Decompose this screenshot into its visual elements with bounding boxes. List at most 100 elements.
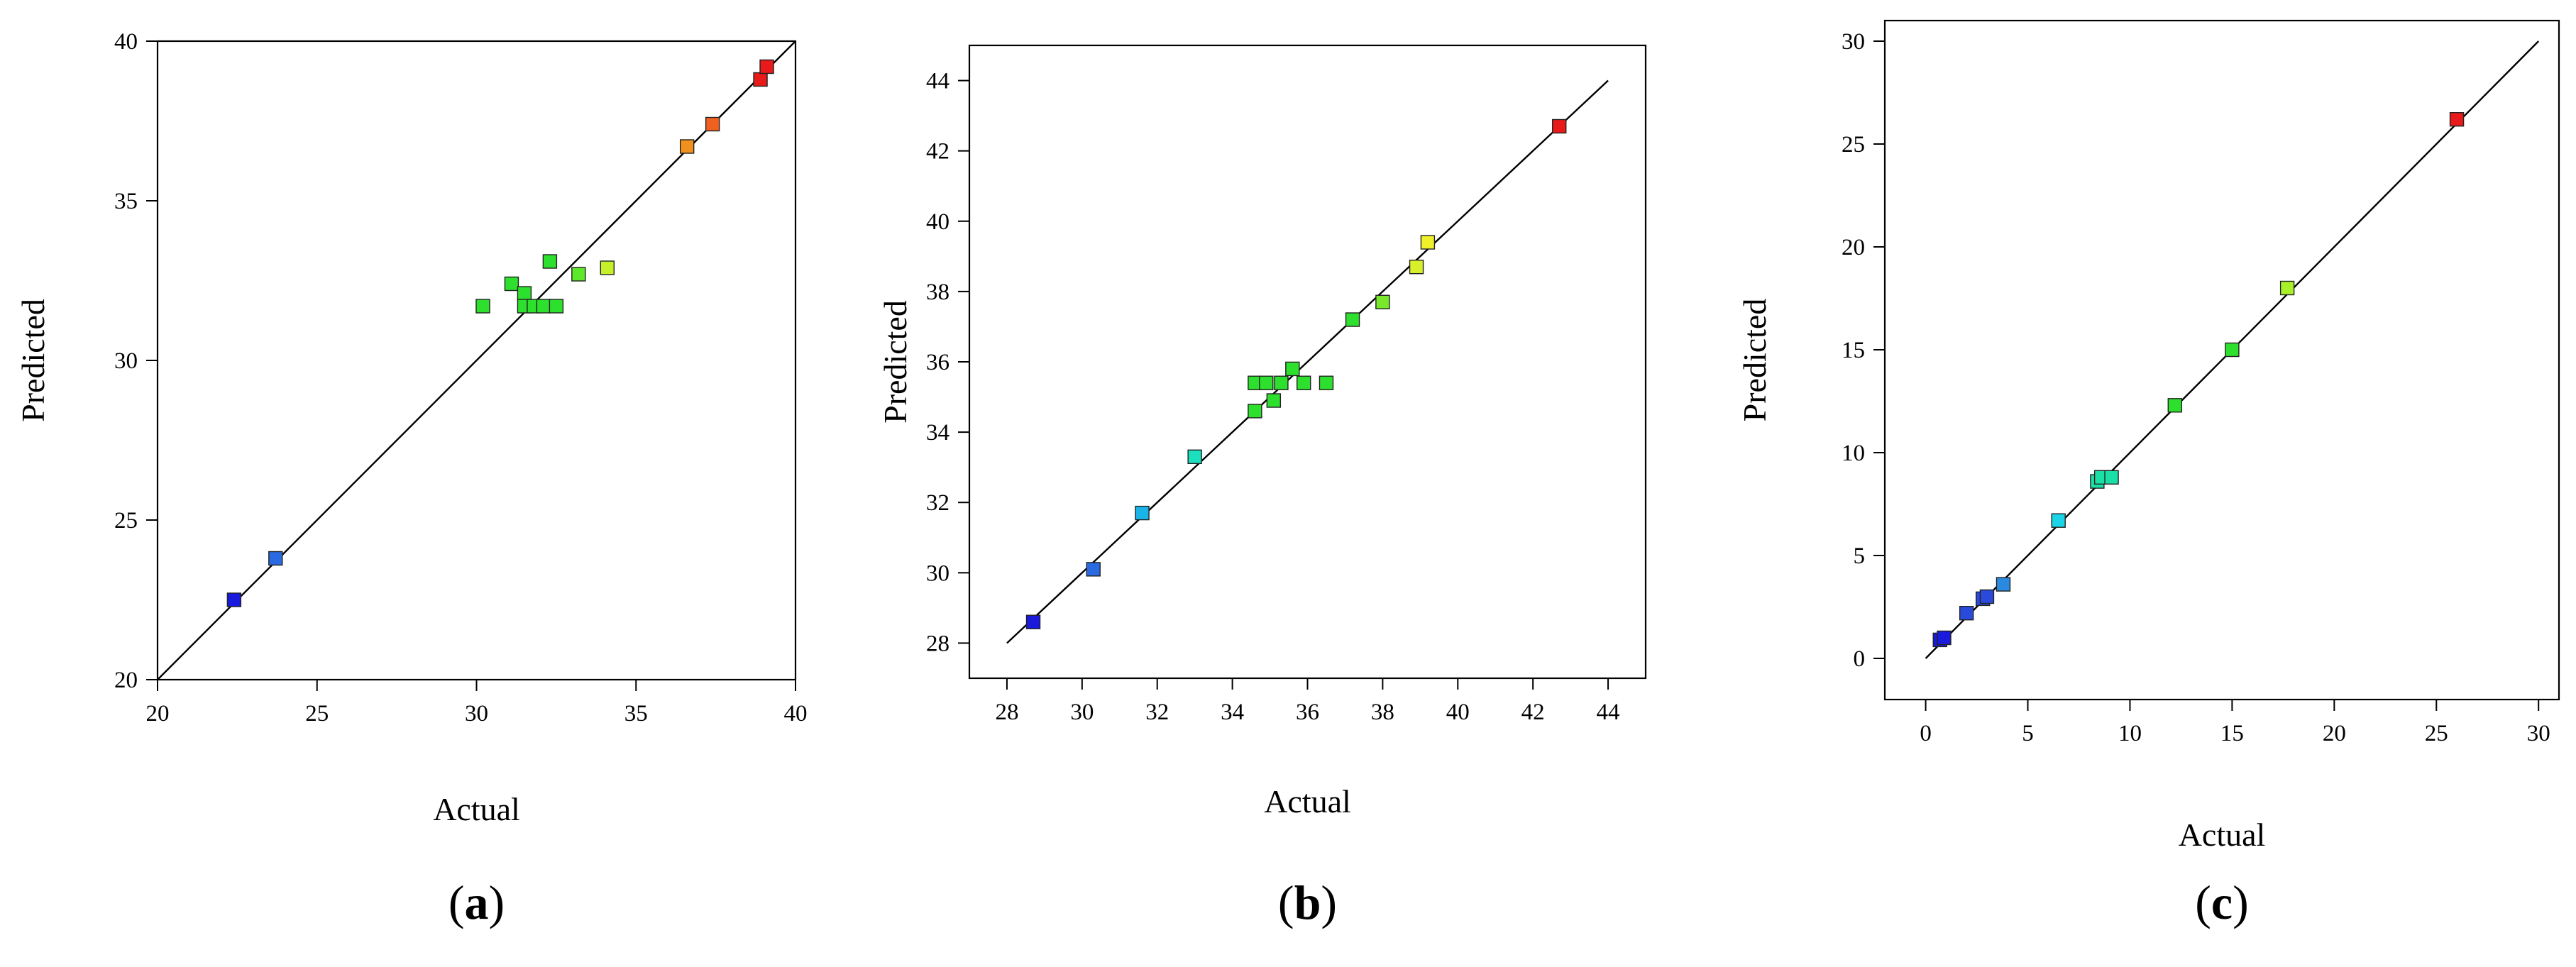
- panel-label-a: (a): [448, 875, 505, 929]
- plot-frame-c: [1883, 19, 2560, 701]
- data-point: [2449, 111, 2465, 127]
- y-tick-label: 30: [114, 348, 138, 374]
- x-tick-label: 42: [1521, 700, 1545, 725]
- x-tick-label: 44: [1597, 700, 1620, 725]
- data-point: [517, 286, 532, 301]
- data-point: [1979, 589, 1995, 604]
- x-tick-label: 28: [995, 700, 1018, 725]
- y-tick-label: 30: [926, 560, 950, 586]
- data-point: [1259, 375, 1274, 390]
- chart-panel-b: 28 30 32 34 36 38 40 42 44 28 30 32 34 36 38 40 42 44 Actu…: [877, 44, 1647, 929]
- x-tick-label: 38: [1371, 700, 1394, 725]
- data-point: [1285, 361, 1300, 377]
- y-tick-label: 38: [926, 280, 950, 305]
- panel-letter: a: [465, 875, 489, 929]
- y-tick-label: 15: [1842, 338, 1865, 363]
- y-tick-label: 25: [1842, 132, 1865, 158]
- data-point: [2104, 470, 2119, 485]
- x-axis-title: Actual: [433, 791, 520, 827]
- y-tick-label: 35: [114, 189, 138, 214]
- data-point: [542, 254, 558, 269]
- x-tick-label: 25: [2425, 721, 2448, 746]
- data-point: [1959, 606, 1974, 621]
- chart-panel-c: 0 5 10 15 20 25 30 0 5 10 15 20 25 30 Actual Predicted (…: [1736, 19, 2560, 929]
- data-point: [600, 260, 615, 275]
- data-point: [1135, 505, 1150, 521]
- data-point: [1187, 449, 1202, 464]
- data-point: [536, 299, 551, 314]
- x-tick-label: 40: [784, 701, 808, 726]
- y-tick-label: 28: [926, 631, 950, 656]
- data-point: [759, 59, 774, 74]
- data-point: [705, 116, 720, 132]
- x-tick-label: 35: [624, 701, 648, 726]
- data-point: [549, 299, 564, 314]
- data-point: [2051, 513, 2066, 528]
- data-point: [1409, 260, 1424, 275]
- panel-label-c: (c): [2195, 875, 2249, 929]
- y-tick-label: 32: [926, 490, 950, 516]
- data-point: [2279, 280, 2295, 296]
- data-point: [1345, 312, 1360, 327]
- data-point: [1248, 404, 1262, 419]
- x-axis-title: Actual: [1264, 783, 1351, 819]
- x-tick-label: 5: [2022, 721, 2034, 746]
- y-axis-title: Predicted: [877, 300, 913, 424]
- y-tick-label: 25: [114, 508, 138, 534]
- x-tick-label: 30: [465, 701, 488, 726]
- x-tick-label: 36: [1296, 700, 1319, 725]
- data-point: [504, 276, 519, 292]
- data-point: [2167, 398, 2182, 413]
- x-tick-label: 20: [2323, 721, 2346, 746]
- data-point: [1025, 614, 1041, 629]
- x-tick-label: 10: [2118, 721, 2142, 746]
- y-tick-label: 30: [1842, 29, 1865, 55]
- x-tick-label: 15: [2220, 721, 2244, 746]
- data-point: [1420, 235, 1436, 250]
- y-tick-label: 20: [1842, 235, 1865, 260]
- x-tick-label: 0: [1920, 721, 1932, 746]
- panel-letter: b: [1294, 875, 1321, 929]
- y-tick-label: 40: [926, 209, 950, 235]
- x-tick-label: 25: [305, 701, 329, 726]
- data-point: [679, 139, 695, 154]
- y-tick-label: 44: [926, 69, 950, 94]
- data-point: [571, 267, 586, 282]
- reference-line-a: [157, 40, 796, 680]
- x-tick-label: 34: [1221, 700, 1244, 725]
- x-axis-title: Actual: [2179, 817, 2266, 853]
- data-point: [1375, 294, 1390, 309]
- y-tick-label: 0: [1854, 646, 1866, 672]
- y-tick-label: 10: [1842, 441, 1865, 466]
- panel-label-b: (b): [1278, 875, 1337, 929]
- y-axis-title: Predicted: [1736, 299, 1773, 422]
- data-point: [1937, 630, 1952, 646]
- y-tick-label: 34: [926, 420, 950, 446]
- y-axis-title: Predicted: [15, 299, 51, 422]
- x-tick-label: 40: [1446, 700, 1470, 725]
- data-point: [226, 592, 242, 607]
- x-tick-label: 30: [1070, 700, 1094, 725]
- data-point: [1297, 375, 1311, 390]
- y-tick-label: 36: [926, 350, 950, 375]
- data-point: [2225, 342, 2240, 358]
- data-point: [1274, 375, 1289, 390]
- panel-letter: c: [2211, 875, 2233, 929]
- data-point: [1552, 118, 1567, 134]
- data-point: [475, 299, 490, 314]
- y-tick-label: 5: [1854, 543, 1866, 569]
- reference-line-b: [1006, 79, 1609, 644]
- data-point: [1086, 562, 1101, 577]
- y-tick-label: 20: [114, 668, 138, 693]
- y-tick-label: 40: [114, 29, 138, 55]
- data-point: [753, 72, 768, 87]
- x-tick-label: 32: [1145, 700, 1169, 725]
- data-point: [1319, 375, 1334, 390]
- chart-panel-a: 20 25 30 35 40 20 25 30 35 40 Actual Predicted (a): [15, 29, 808, 929]
- y-tick-label: 42: [926, 139, 950, 165]
- data-point: [1266, 393, 1282, 408]
- x-tick-label: 20: [146, 701, 170, 726]
- data-point: [268, 551, 283, 566]
- data-point: [1996, 577, 2011, 592]
